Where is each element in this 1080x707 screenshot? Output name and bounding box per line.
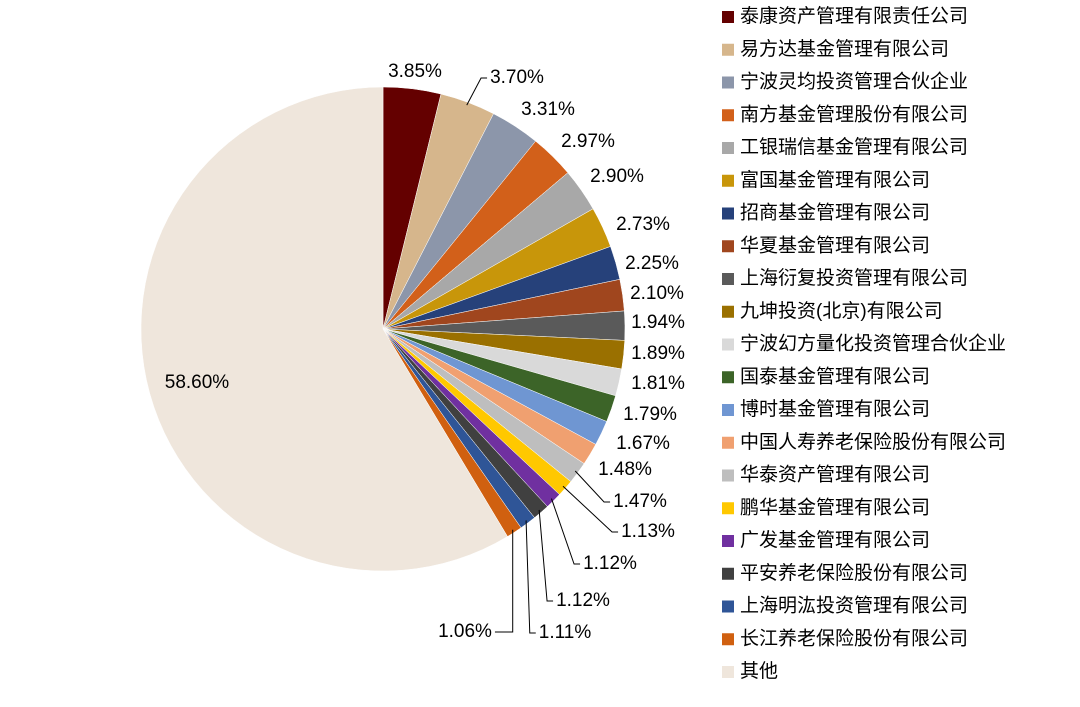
legend-label: 宁波灵均投资管理合伙企业 xyxy=(740,71,968,93)
data-label: 1.81% xyxy=(631,373,685,394)
data-label: 1.89% xyxy=(631,343,685,364)
data-label: 1.06% xyxy=(438,621,492,642)
data-label: 1.79% xyxy=(623,404,677,425)
legend-label: 国泰基金管理有限公司 xyxy=(740,365,930,387)
legend-label: 其他 xyxy=(740,660,778,682)
legend-label: 中国人寿养老保险股份有限公司 xyxy=(740,431,1006,453)
data-label: 2.97% xyxy=(561,131,615,152)
data-label: 2.73% xyxy=(616,214,670,235)
legend-swatch xyxy=(722,338,734,351)
data-label: 3.85% xyxy=(388,61,442,82)
legend-swatch xyxy=(722,142,734,154)
legend-label: 华夏基金管理有限公司 xyxy=(740,234,930,256)
data-label: 1.13% xyxy=(621,521,675,542)
legend-swatch xyxy=(722,567,734,580)
legend-swatch xyxy=(722,633,734,646)
legend-label: 上海衍复投资管理有限公司 xyxy=(740,267,968,289)
data-label: 3.70% xyxy=(490,67,544,88)
data-label: 2.90% xyxy=(590,166,644,187)
data-label: 2.25% xyxy=(625,253,679,274)
data-label: 1.47% xyxy=(613,491,667,512)
legend-label: 南方基金管理股份有限公司 xyxy=(740,103,968,125)
data-label: 1.11% xyxy=(539,622,592,643)
legend-swatch xyxy=(722,207,734,220)
legend-label: 上海明汯投资管理有限公司 xyxy=(740,595,968,617)
leader-line xyxy=(574,470,611,503)
legend-label: 九坤投资(北京)有限公司 xyxy=(740,300,943,322)
legend-label: 富国基金管理有限公司 xyxy=(740,169,930,191)
legend-label: 宁波幻方量化投资管理合伙企业 xyxy=(740,333,1006,355)
data-label: 1.67% xyxy=(616,433,670,454)
legend-label: 博时基金管理有限公司 xyxy=(740,398,930,420)
data-label: 2.10% xyxy=(630,283,684,304)
legend-label: 华泰资产管理有限公司 xyxy=(740,464,930,486)
legend-swatch xyxy=(722,502,734,515)
legend-swatch xyxy=(722,404,734,416)
legend-label: 广发基金管理有限公司 xyxy=(740,529,930,551)
data-label: 1.12% xyxy=(583,553,637,574)
legend-label: 工银瑞信基金管理有限公司 xyxy=(740,136,968,158)
data-label: 1.94% xyxy=(631,312,685,333)
leader-line xyxy=(538,509,554,602)
legend-label: 泰康资产管理有限责任公司 xyxy=(740,5,968,27)
leader-line xyxy=(466,77,488,106)
leader-line xyxy=(550,498,581,565)
leader-line xyxy=(562,485,619,533)
data-label: 3.31% xyxy=(521,99,575,120)
legend-label: 平安养老保险股份有限公司 xyxy=(740,562,968,584)
legend-swatch xyxy=(722,174,734,187)
data-label: 1.12% xyxy=(556,590,610,611)
data-label: 58.60% xyxy=(165,372,230,393)
legend-swatch xyxy=(722,273,734,285)
legend-swatch xyxy=(722,371,734,384)
legend-swatch xyxy=(722,535,734,547)
legend-label: 招商基金管理有限公司 xyxy=(740,202,930,224)
leader-line xyxy=(494,529,514,633)
legend-label: 易方达基金管理有限公司 xyxy=(740,38,949,60)
legend-swatch xyxy=(722,666,734,678)
legend-swatch xyxy=(722,469,734,482)
legend-swatch xyxy=(722,43,734,56)
legend-label: 鹏华基金管理有限公司 xyxy=(740,496,930,518)
leader-line xyxy=(525,520,536,634)
legend-swatch xyxy=(722,436,734,449)
legend-swatch xyxy=(722,240,734,253)
legend-swatch xyxy=(722,305,734,318)
legend-swatch xyxy=(722,109,734,122)
data-label: 1.48% xyxy=(598,459,652,480)
pie-slice xyxy=(140,86,508,572)
legend-swatch xyxy=(722,600,734,613)
legend-swatch xyxy=(722,11,734,23)
legend-swatch xyxy=(722,76,734,89)
legend-label: 长江养老保险股份有限公司 xyxy=(740,627,968,649)
